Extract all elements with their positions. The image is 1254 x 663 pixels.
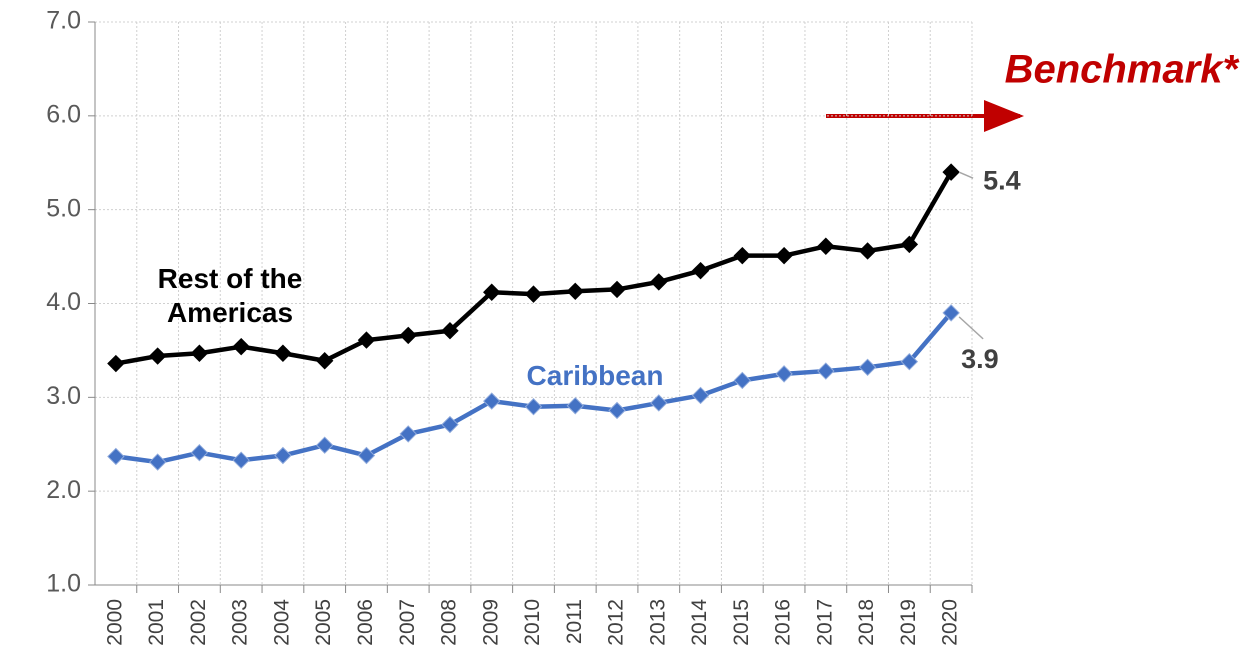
marker (274, 344, 292, 362)
marker (608, 280, 626, 299)
x-tick-label: 2005 (312, 599, 335, 646)
x-tick-label: 2013 (646, 599, 669, 646)
x-tick-label: 2012 (605, 599, 628, 646)
marker (315, 436, 334, 454)
y-tick-label: 3.0 (46, 382, 81, 410)
marker (107, 447, 125, 466)
marker (232, 451, 250, 469)
x-tick-label: 2016 (772, 599, 795, 646)
marker (817, 237, 835, 255)
x-tick-label: 2011 (563, 599, 586, 644)
x-tick-label: 2009 (479, 599, 502, 646)
data-label: 3.9 (961, 344, 999, 374)
marker (691, 386, 710, 405)
y-tick-label: 5.0 (46, 194, 81, 222)
marker (274, 446, 292, 465)
y-tick-label: 7.0 (46, 7, 81, 35)
marker (232, 337, 250, 356)
marker (858, 358, 877, 377)
x-tick-label: 2007 (396, 599, 419, 646)
x-tick-label: 2010 (521, 599, 544, 646)
y-tick-label: 4.0 (46, 288, 81, 316)
marker (315, 352, 334, 370)
marker (148, 453, 167, 471)
x-tick-label: 2008 (438, 599, 461, 646)
benchmark-label: Benchmark* (1005, 48, 1241, 92)
marker (858, 242, 877, 260)
x-tick-label: 2006 (354, 599, 377, 646)
marker (357, 446, 376, 465)
x-tick-label: 2002 (187, 599, 210, 646)
marker (399, 425, 417, 443)
marker (483, 392, 501, 410)
series-label: Rest of the Americas (157, 263, 303, 328)
x-tick-label: 2003 (229, 599, 252, 646)
marker (942, 304, 960, 322)
x-tick-label: 2001 (145, 599, 168, 646)
marker (107, 354, 125, 373)
y-tick-label: 6.0 (46, 100, 81, 128)
y-tick-label: 2.0 (46, 476, 81, 504)
marker (566, 282, 584, 301)
x-tick-label: 2018 (855, 599, 878, 646)
marker (775, 365, 793, 383)
marker (650, 394, 668, 412)
marker (691, 261, 710, 280)
marker (524, 285, 543, 303)
marker (399, 326, 417, 345)
marker (190, 344, 209, 362)
x-tick-label: 2015 (730, 599, 753, 646)
marker (775, 246, 793, 265)
marker (441, 415, 459, 434)
x-tick-label: 2004 (270, 599, 293, 646)
marker (817, 362, 835, 380)
x-tick-label: 2017 (813, 599, 836, 646)
marker (148, 347, 167, 365)
data-label: 5.4 (983, 165, 1021, 195)
marker (650, 273, 668, 291)
marker (733, 371, 752, 390)
marker (524, 398, 543, 416)
marker (566, 397, 584, 415)
x-tick-label: 2019 (897, 599, 920, 646)
marker (942, 163, 960, 181)
leader-line (958, 171, 974, 179)
x-tick-label: 2014 (688, 599, 711, 646)
marker (441, 322, 459, 340)
leader-line (958, 316, 984, 340)
y-tick-label: 1.0 (46, 570, 81, 598)
marker (900, 235, 919, 254)
marker (483, 283, 501, 301)
x-tick-label: 2020 (939, 599, 962, 646)
marker (608, 401, 626, 420)
marker (357, 331, 376, 349)
x-tick-label: 2000 (103, 599, 126, 646)
marker (900, 352, 919, 371)
marker (733, 246, 752, 265)
marker (190, 443, 209, 462)
series-label: Caribbean (526, 360, 664, 391)
